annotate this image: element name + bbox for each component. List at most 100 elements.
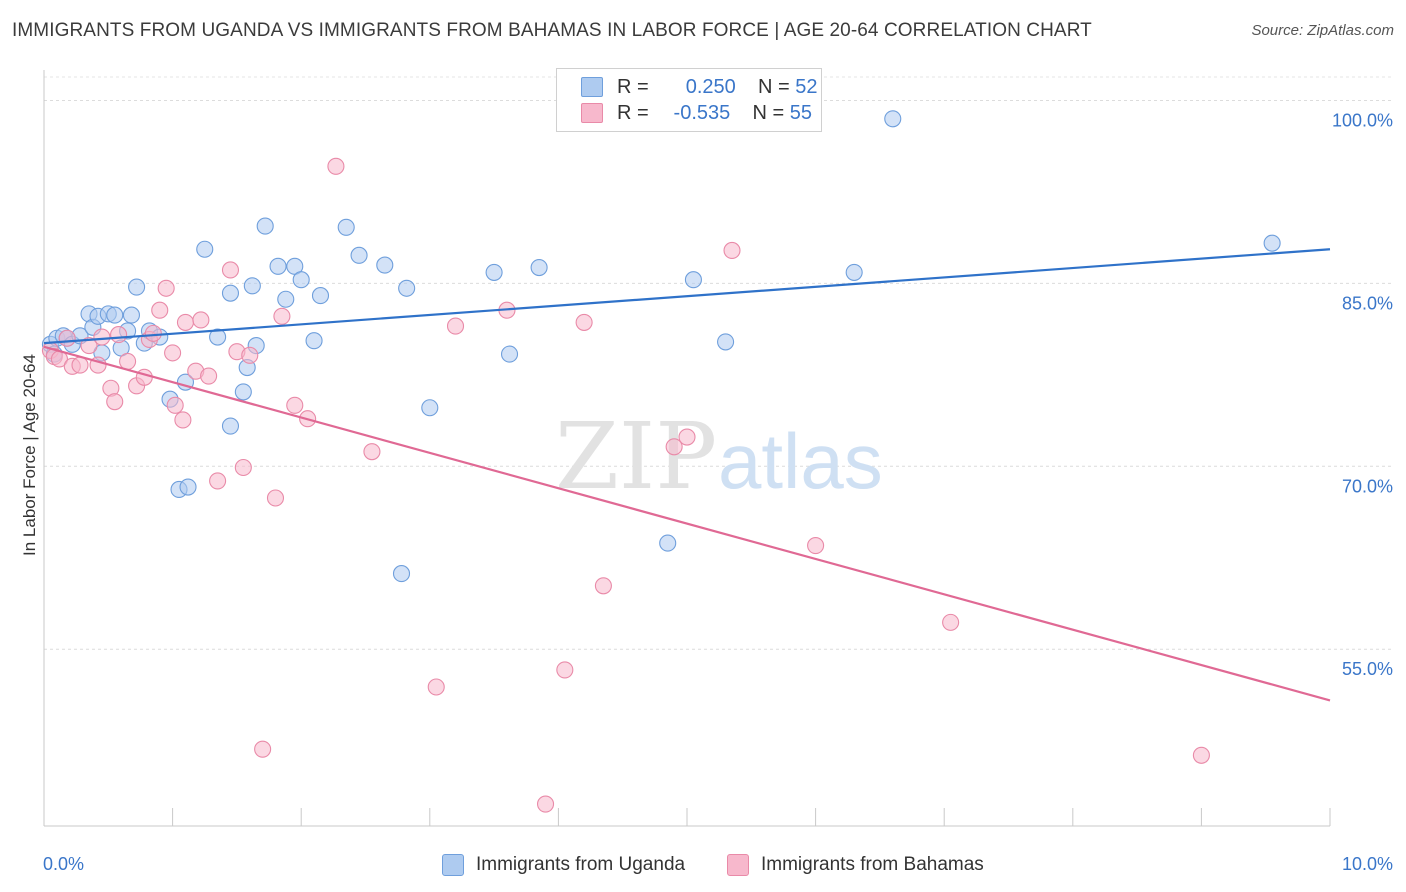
- data-point: [164, 344, 182, 362]
- data-point: [174, 411, 192, 429]
- data-point: [305, 332, 323, 350]
- data-point: [311, 287, 330, 305]
- y-tick-label: 85.0%: [1342, 293, 1393, 313]
- data-point: [292, 271, 310, 289]
- data-point: [363, 443, 381, 461]
- data-point: [106, 306, 124, 324]
- data-point: [1263, 234, 1281, 252]
- y-tick-label: 100.0%: [1332, 110, 1393, 130]
- trend-lines: [43, 248, 1331, 702]
- data-point: [110, 326, 128, 344]
- watermark: ZIP atlas: [555, 403, 883, 510]
- data-point: [176, 313, 195, 331]
- data-point: [530, 258, 548, 277]
- data-point: [93, 328, 111, 346]
- data-point: [128, 278, 146, 296]
- bottom-legend-label-uganda: Immigrants from Uganda: [476, 854, 686, 875]
- data-point: [256, 217, 274, 235]
- data-point: [196, 240, 214, 258]
- data-point: [119, 352, 137, 370]
- legend-n-value: 52: [795, 75, 818, 98]
- tick-labels: 100.0% 85.0% 70.0% 55.0% 0.0% 10.0%: [43, 110, 1393, 874]
- legend-swatch-uganda: [581, 77, 603, 97]
- data-point: [376, 256, 394, 274]
- data-point: [575, 313, 593, 331]
- data-point: [392, 565, 411, 583]
- series-bahamas: [41, 157, 1210, 813]
- watermark-zip: ZIP: [555, 403, 717, 510]
- data-point: [807, 536, 825, 555]
- data-point: [200, 367, 218, 385]
- data-point: [80, 337, 98, 355]
- chart-title: IMMIGRANTS FROM UGANDA VS IMMIGRANTS FRO…: [12, 20, 1092, 41]
- legend-r-label: R =: [617, 101, 649, 124]
- data-point: [421, 399, 439, 417]
- data-point: [192, 311, 210, 329]
- data-point: [665, 438, 683, 456]
- data-point: [1192, 746, 1210, 764]
- data-point: [179, 478, 197, 496]
- data-point: [337, 218, 355, 236]
- bottom-legend-label-bahamas: Immigrants from Bahamas: [761, 854, 984, 875]
- data-point: [135, 368, 153, 386]
- data-point: [221, 284, 240, 302]
- data-point: [556, 661, 574, 679]
- legend-n-label: N =: [752, 101, 785, 124]
- data-point: [277, 290, 295, 308]
- data-point: [286, 396, 304, 414]
- axes: [43, 70, 1331, 827]
- data-point: [398, 279, 416, 297]
- bottom-legend-uganda: Immigrants from Uganda: [442, 852, 685, 878]
- data-point: [243, 277, 261, 295]
- data-point: [106, 393, 124, 411]
- legend-row-uganda: R = 0.250 N = 52: [581, 74, 818, 100]
- data-point: [717, 333, 735, 351]
- data-point: [58, 329, 76, 347]
- data-point: [884, 110, 902, 128]
- trend-line: [43, 345, 1331, 702]
- data-point: [266, 489, 285, 507]
- data-point: [350, 246, 368, 264]
- data-point: [659, 534, 677, 552]
- data-point: [144, 324, 162, 342]
- data-point: [594, 577, 612, 595]
- data-point: [723, 241, 741, 260]
- legend-r-value: 0.250: [685, 75, 736, 98]
- trend-line: [43, 248, 1331, 345]
- data-point: [684, 271, 702, 289]
- data-point: [446, 317, 465, 335]
- x-tick-label: 0.0%: [43, 854, 84, 874]
- data-point: [536, 795, 555, 813]
- data-point: [122, 306, 140, 324]
- data-point: [845, 263, 863, 281]
- x-tick-label: 10.0%: [1342, 854, 1393, 874]
- y-tick-label: 55.0%: [1342, 659, 1393, 679]
- series-uganda: [41, 110, 1281, 583]
- data-point: [241, 346, 259, 364]
- watermark-atlas: atlas: [718, 417, 883, 505]
- legend-r-label: R =: [617, 75, 649, 98]
- data-point: [942, 613, 960, 631]
- data-point: [209, 328, 227, 346]
- data-point: [234, 383, 252, 401]
- data-point: [166, 396, 184, 414]
- source-label: Source: ZipAtlas.com: [1251, 22, 1394, 39]
- data-point: [678, 428, 696, 446]
- data-point: [500, 345, 519, 363]
- legend-row-bahamas: R = -0.535 N = 55: [581, 100, 812, 126]
- y-tick-label: 70.0%: [1342, 476, 1393, 496]
- data-point: [151, 301, 169, 319]
- data-point: [71, 356, 89, 374]
- data-point: [157, 279, 175, 297]
- bottom-legend-swatch-uganda: [442, 854, 464, 876]
- legend-n-label: N =: [758, 75, 790, 98]
- legend-swatch-bahamas: [581, 103, 603, 123]
- correlation-legend: R = 0.250 N = 52 R = -0.535 N = 55: [556, 68, 822, 132]
- bottom-legend-bahamas: Immigrants from Bahamas: [727, 852, 984, 878]
- data-point: [221, 261, 240, 279]
- legend-r-value: -0.535: [673, 101, 731, 124]
- data-point: [327, 157, 345, 175]
- data-point: [269, 257, 287, 275]
- legend-n-value: 55: [789, 101, 812, 124]
